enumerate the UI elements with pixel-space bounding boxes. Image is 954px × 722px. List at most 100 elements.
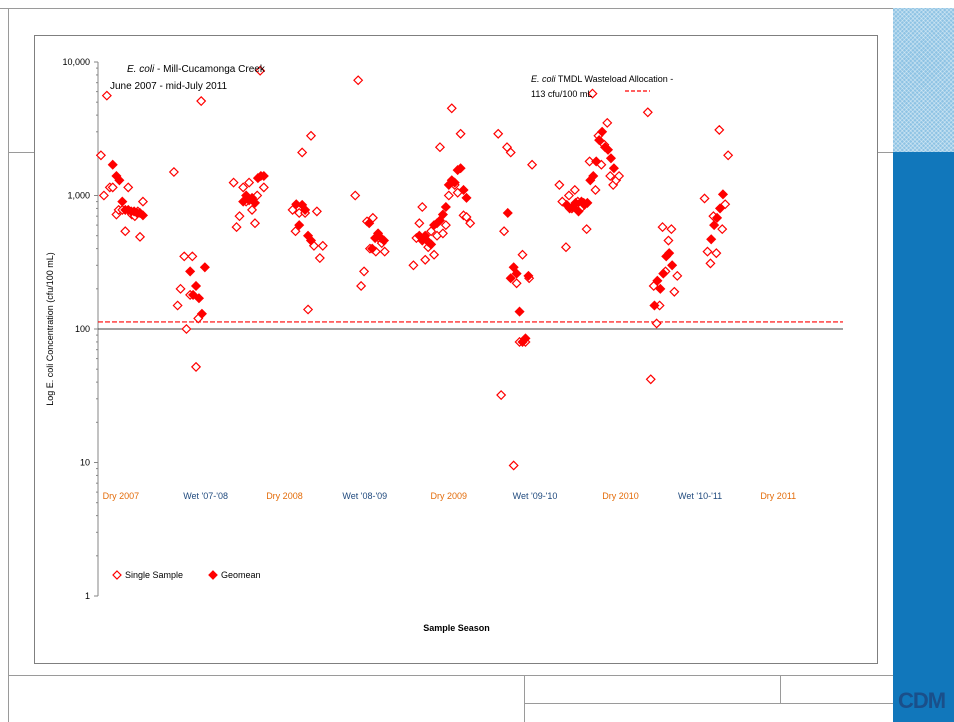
- single-sample-point: [511, 278, 522, 289]
- single-sample-point: [231, 222, 242, 233]
- geomean-point: [514, 306, 525, 317]
- single-sample-point: [440, 220, 451, 231]
- single-sample-point: [290, 226, 301, 237]
- geomean-point: [523, 270, 534, 281]
- geomean-point: [717, 189, 729, 200]
- geomean-point: [378, 235, 390, 246]
- single-sample-point: [527, 159, 538, 170]
- single-sample-point: [663, 235, 674, 246]
- single-sample-point: [379, 246, 390, 257]
- single-sample-point: [249, 218, 261, 229]
- decorative-pattern: [893, 8, 954, 152]
- season-label: Dry 2009: [431, 491, 468, 501]
- single-sample-point: [493, 128, 504, 139]
- single-sample-point: [168, 166, 179, 178]
- single-sample-point: [702, 246, 713, 257]
- geomean-point: [714, 203, 726, 214]
- geomean-point: [709, 220, 720, 231]
- single-sample-point: [437, 228, 448, 239]
- geomean-point: [249, 197, 261, 208]
- single-sample-point: [181, 323, 192, 335]
- single-sample-point: [465, 218, 476, 229]
- season-label: Dry 2007: [103, 491, 140, 501]
- geomean-point: [458, 184, 469, 196]
- single-sample-point: [350, 190, 361, 201]
- single-sample-point: [317, 240, 328, 251]
- single-sample-point: [605, 170, 616, 182]
- y-tick-label: 10,000: [62, 57, 90, 67]
- x-axis-title: Sample Season: [423, 623, 490, 633]
- single-sample-point: [98, 190, 109, 201]
- geomean-point: [520, 333, 531, 344]
- single-sample-point: [581, 224, 592, 235]
- single-sample-point: [408, 260, 419, 271]
- legend-single-sample-marker: [112, 570, 122, 580]
- geomean-point: [440, 201, 451, 213]
- single-sample-point: [602, 117, 613, 128]
- season-label: Dry 2008: [266, 491, 303, 501]
- footer-rule: [8, 675, 893, 676]
- y-tick-label: 1,000: [67, 191, 90, 201]
- geomean-point: [196, 308, 207, 319]
- single-sample-point: [417, 201, 428, 213]
- single-sample-point: [297, 147, 308, 158]
- single-sample-point: [584, 156, 595, 167]
- geomean-point: [300, 204, 311, 215]
- geomean-point: [655, 283, 666, 294]
- geomean-point: [594, 135, 605, 146]
- slide-top-rule: [0, 8, 893, 9]
- geomean-point: [667, 260, 678, 271]
- geomean-point: [117, 196, 128, 207]
- slide-left-rule: [8, 8, 9, 722]
- data-points: [95, 65, 734, 471]
- single-sample-point: [434, 142, 446, 153]
- single-sample-point: [252, 190, 263, 201]
- geomean-point: [658, 268, 669, 279]
- single-sample-series: [95, 65, 734, 471]
- geomean-point: [461, 192, 472, 203]
- y-axis-title: Log E. coli Concentration (cfu/100 mL): [45, 252, 55, 406]
- single-sample-point: [359, 266, 370, 277]
- single-sample-point: [305, 130, 317, 141]
- single-sample-point: [590, 184, 601, 196]
- single-sample-point: [175, 283, 186, 294]
- geomean-point: [597, 126, 608, 137]
- reference-label-line2: 113 cfu/100 mL: [531, 89, 592, 99]
- single-sample-point: [699, 193, 710, 204]
- single-sample-point: [287, 204, 298, 215]
- single-sample-point: [420, 254, 431, 265]
- legend-geomean-label: Geomean: [221, 570, 261, 580]
- single-sample-point: [720, 199, 731, 210]
- geomean-point: [107, 159, 118, 170]
- single-sample-point: [187, 251, 198, 262]
- season-label: Wet '08-'09: [342, 491, 387, 501]
- season-label: Wet '10-'11: [678, 491, 722, 501]
- geomean-point: [437, 209, 448, 220]
- geomean-point: [258, 170, 269, 182]
- single-sample-point: [356, 280, 367, 292]
- geomean-point: [193, 293, 205, 304]
- geomean-point: [364, 218, 375, 229]
- geomean-point: [137, 210, 149, 221]
- geomean-point: [305, 235, 317, 246]
- season-label: Dry 2010: [602, 491, 639, 501]
- single-sample-point: [95, 150, 106, 161]
- side-accent-bar: [893, 152, 954, 722]
- single-sample-point: [172, 300, 183, 311]
- footer-rule-2: [524, 703, 893, 704]
- single-sample-point: [657, 222, 668, 233]
- single-sample-point: [137, 196, 149, 207]
- single-sample-point: [414, 218, 425, 229]
- geomean-point: [608, 163, 619, 174]
- single-sample-point: [234, 211, 245, 222]
- geomean-point: [291, 199, 302, 210]
- single-sample-point: [717, 224, 728, 235]
- geomean-point: [652, 275, 663, 286]
- single-sample-point: [554, 179, 565, 190]
- footer-divider-2: [780, 675, 781, 703]
- geomean-point: [294, 220, 305, 231]
- single-sample-point: [314, 252, 325, 264]
- single-sample-point: [107, 182, 118, 193]
- geomean-point: [508, 262, 519, 273]
- single-sample-point: [228, 177, 239, 188]
